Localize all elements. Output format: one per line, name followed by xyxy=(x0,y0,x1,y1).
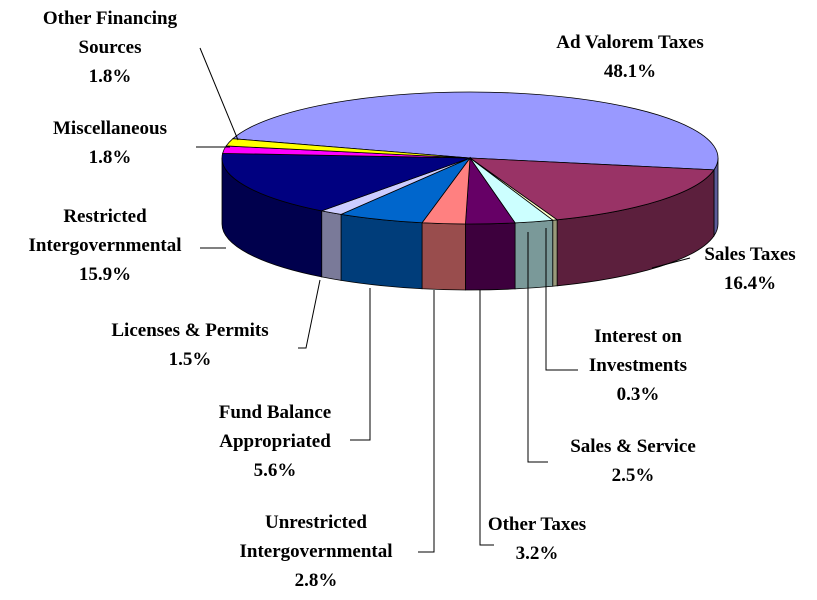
slice xyxy=(225,138,471,159)
slice-label: Licenses & Permits 1.5% xyxy=(70,316,310,374)
slice-side xyxy=(340,213,423,290)
value-label: 2.8% xyxy=(294,570,338,591)
category-label: Unrestricted Intergovernmental xyxy=(239,512,393,562)
category-label: Restricted Intergovernmental xyxy=(28,206,182,256)
category-label: Other Taxes xyxy=(487,514,587,535)
category-label: Sales Taxes xyxy=(704,244,796,265)
leader-line xyxy=(418,290,435,553)
category-label: Fund Balance Appropriated xyxy=(218,402,332,452)
slice-label: Other Financing Sources 1.8% xyxy=(25,4,195,91)
category-label: Ad Valorem Taxes xyxy=(556,32,704,53)
value-label: 3.2% xyxy=(515,543,559,564)
slice-label: Interest on Investments 0.3% xyxy=(568,322,708,409)
value-label: 48.1% xyxy=(603,61,657,82)
leader-line xyxy=(479,290,494,546)
slice-side xyxy=(713,157,719,238)
category-label: Other Financing Sources xyxy=(42,8,178,58)
slice-label: Sales & Service 2.5% xyxy=(533,432,733,490)
slice-label: Restricted Intergovernmental 15.9% xyxy=(10,202,200,289)
slice-side xyxy=(421,222,466,291)
leader-line xyxy=(350,288,371,441)
value-label: 0.3% xyxy=(616,384,660,405)
category-label: Miscellaneous xyxy=(53,118,167,139)
leader-line xyxy=(651,257,691,269)
value-label: 1.8% xyxy=(88,147,132,168)
category-label: Interest on Investments xyxy=(588,326,688,376)
slice xyxy=(231,91,719,171)
category-label: Sales & Service xyxy=(570,436,696,457)
slice xyxy=(221,152,471,212)
value-label: 15.9% xyxy=(78,264,132,285)
value-label: 5.6% xyxy=(253,460,297,481)
category-label: Licenses & Permits xyxy=(111,320,269,341)
slice-label: Other Taxes 3.2% xyxy=(437,510,637,568)
value-label: 2.5% xyxy=(611,465,655,486)
leader-line xyxy=(199,47,239,141)
slice-label: Miscellaneous 1.8% xyxy=(10,114,210,172)
slice-side xyxy=(552,219,558,287)
slice-label: Sales Taxes 16.4% xyxy=(670,240,817,298)
slice-side xyxy=(321,210,342,281)
slice-label: Unrestricted Intergovernmental 2.8% xyxy=(221,508,411,595)
leader-line xyxy=(298,279,321,349)
value-label: 1.5% xyxy=(168,349,212,370)
slice xyxy=(468,157,715,221)
value-label: 1.8% xyxy=(88,66,132,87)
slice-label: Fund Balance Appropriated 5.6% xyxy=(175,398,375,485)
slice-side xyxy=(514,219,554,290)
value-label: 16.4% xyxy=(723,273,777,294)
slice-label: Ad Valorem Taxes 48.1% xyxy=(500,28,760,86)
leader-line xyxy=(527,232,548,463)
leader-line xyxy=(545,228,578,371)
slice-side xyxy=(465,222,516,291)
